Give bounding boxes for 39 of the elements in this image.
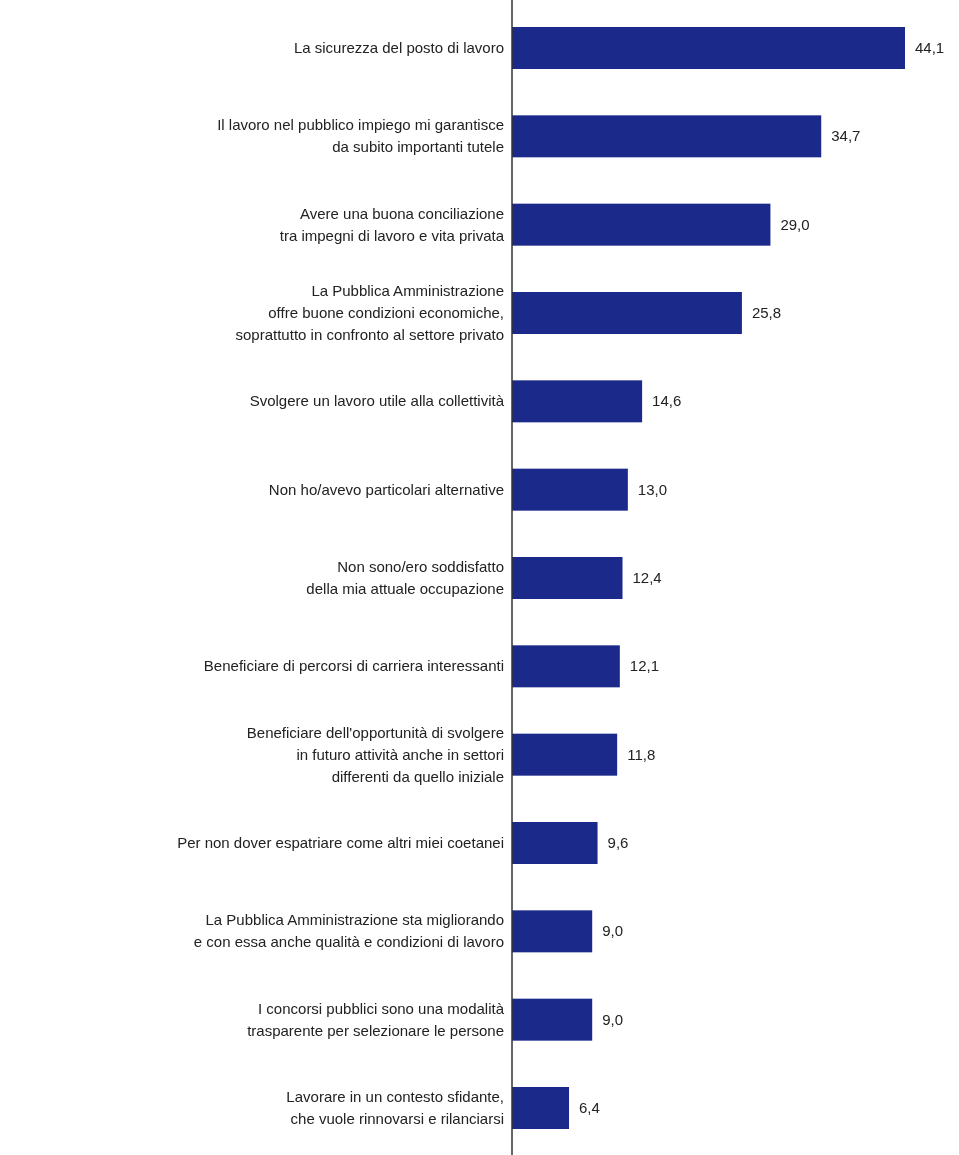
data-label: 9,0 [602, 1010, 624, 1028]
bar [512, 910, 593, 953]
data-label: 11,8 [627, 745, 656, 763]
bar [512, 733, 618, 776]
bar [512, 1087, 570, 1129]
y-tick-label: Il lavoro nel pubblico impiego mi garantisce da subito importanti tutele [217, 116, 504, 156]
data-label: 9,0 [602, 922, 624, 940]
data-label: 6,4 [579, 1099, 600, 1116]
y-tick-label: La sicurezza del posto di lavoro [293, 39, 504, 56]
y-tick-label: Svolgere un lavoro utile alla collettività [249, 392, 505, 410]
bar [512, 380, 643, 423]
y-tick-label: La Pubblica Amministrazione offre buone condizioni economiche, soprattutto in confronto al settore privato [235, 282, 504, 343]
data-label: 12,1 [629, 657, 660, 675]
y-tick-label: Per non dover espatriare come altri miei coetanei [177, 834, 504, 851]
y-tick-label: Non ho/avevo particolari alternative [268, 480, 504, 498]
data-label: 14,6 [652, 392, 682, 410]
data-label: 13,0 [637, 480, 668, 498]
y-tick-label: Beneficiare di percorsi di carriera interessanti [203, 657, 504, 675]
bar [512, 203, 771, 246]
data-label: 29,0 [780, 215, 810, 233]
bar [512, 115, 822, 158]
y-tick-label: Non sono/ero soddisfatto della mia attuale occupazione [306, 558, 504, 597]
y-tick-label: Avere una buona conciliazione tra impegni di lavoro e vita privata [279, 204, 505, 244]
bar [512, 645, 620, 688]
data-label: 44,1 [915, 39, 945, 56]
y-tick-label: I concorsi pubblici sono una modalità trasparente per selezionare le persone [247, 999, 505, 1039]
bar [512, 292, 742, 334]
y-tick-label: Beneficiare dell'opportunità di svolgere in futuro attività anche in settori differenti da quello iniziale [246, 723, 504, 785]
data-label: 9,6 [607, 834, 629, 851]
bar [512, 998, 593, 1041]
data-label: 12,4 [632, 569, 662, 586]
bar [512, 557, 623, 599]
bar [512, 27, 905, 69]
data-label: 34,7 [831, 127, 861, 145]
data-label: 25,8 [751, 304, 782, 321]
bar [512, 468, 628, 511]
y-tick-label: Lavorare in un contesto sfidante, che vuole rinnovarsi e rilanciarsi [286, 1088, 504, 1127]
y-tick-label: La Pubblica Amministrazione sta migliorando e con essa anche qualità e condizioni di lavoro [193, 911, 504, 951]
bar [512, 822, 598, 864]
